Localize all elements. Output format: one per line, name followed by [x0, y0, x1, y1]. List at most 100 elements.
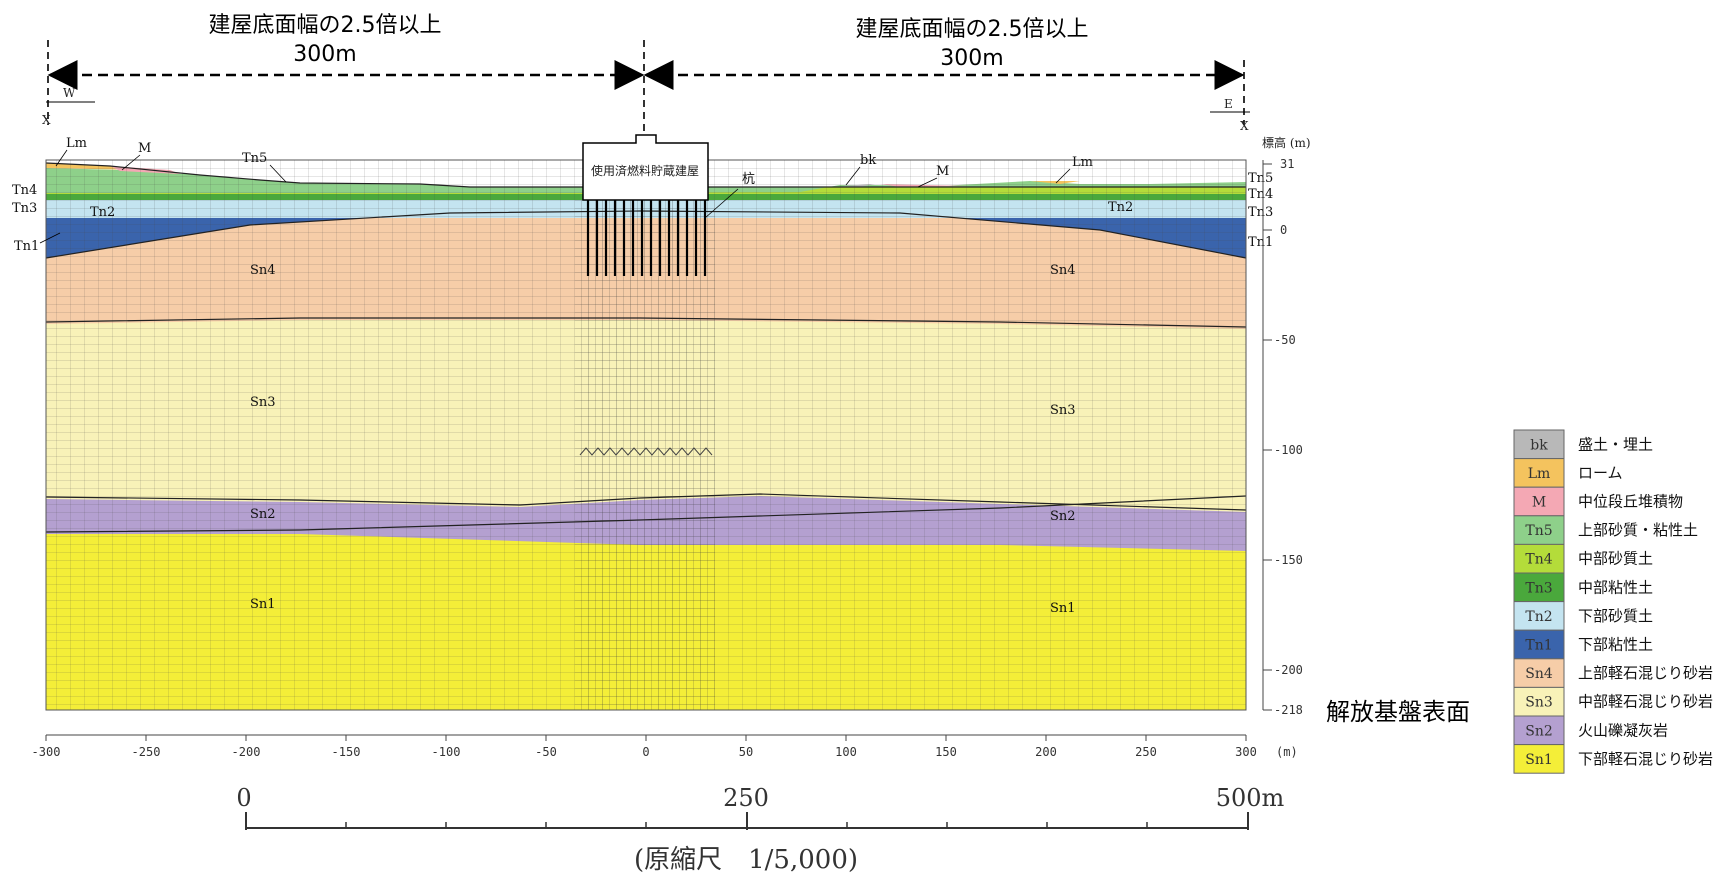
legend-code-lm: Lm: [1528, 466, 1551, 482]
legend-code-tn2: Tn2: [1525, 609, 1552, 625]
label-tn3-right: Tn3: [1248, 205, 1273, 220]
x-tick-100: 100: [835, 745, 857, 759]
elev-tick-m50: -50: [1274, 333, 1296, 347]
label-sn3-left: Sn3: [250, 395, 276, 410]
legend-code-m: M: [1532, 495, 1546, 511]
elevation-axis-title: 標高 (m): [1262, 135, 1311, 150]
elev-tick-31: 31: [1280, 157, 1294, 171]
left-side-labels: Tn4 Tn3 Tn2 Tn1: [12, 183, 115, 254]
legend-swatch-tn4: [1513, 543, 1565, 574]
surface-labels: Lm M Tn5 bk M Lm: [55, 136, 1093, 188]
legend-swatch-tn1: [1513, 629, 1565, 660]
label-tn4-right: Tn4: [1248, 187, 1273, 202]
legend-name-sn2: 火山礫凝灰岩: [1578, 721, 1668, 739]
legend-code-tn1: Tn1: [1525, 638, 1552, 654]
legend-name-lm: ローム: [1578, 464, 1623, 482]
legend-swatch-sn1: [1513, 744, 1565, 774]
scale-zero: 0: [236, 784, 251, 812]
scale-end: 500m: [1216, 784, 1285, 812]
legend-code-sn2: Sn2: [1525, 723, 1553, 739]
label-tn2-left: Tn2: [90, 205, 115, 220]
elev-tick-m150: -150: [1274, 553, 1303, 567]
left-width-distance: 300m: [293, 42, 356, 67]
legend-code-sn3: Sn3: [1525, 695, 1553, 711]
legend-code-tn5: Tn5: [1525, 523, 1552, 539]
fe-mesh-dense: [575, 200, 715, 710]
x-tick-m300: -300: [32, 745, 61, 759]
fuel-storage-building: [582, 134, 709, 201]
label-sn2-right: Sn2: [1050, 509, 1076, 524]
x-axis-unit: (m): [1276, 745, 1298, 759]
legend-name-tn5: 上部砂質・粘性土: [1578, 521, 1698, 539]
basement-surface-label: 解放基盤表面: [1326, 698, 1470, 726]
right-width-title: 建屋底面幅の2.5倍以上: [856, 17, 1089, 42]
elev-tick-m218: -218: [1274, 703, 1303, 717]
x-tick-50: 50: [739, 745, 753, 759]
scale-mid: 250: [723, 784, 769, 812]
pile-tips: [579, 447, 713, 456]
legend-name-tn1: 下部粘性土: [1578, 636, 1653, 654]
label-sn3-right: Sn3: [1050, 403, 1076, 418]
west-marker: W: [63, 86, 76, 100]
legend-swatch-tn3: [1513, 572, 1565, 603]
label-m-left: M: [138, 141, 151, 156]
label-tn1-right: Tn1: [1248, 235, 1273, 250]
label-sn2-left: Sn2: [250, 507, 276, 522]
legend: bk 盛土・埋土 Lm ローム M 中位段丘堆積物 Tn5 上部砂質・粘性土 Tn4 中部砂質土 T…: [1513, 429, 1713, 774]
label-lm-left: Lm: [66, 136, 87, 151]
label-sn4-right: Sn4: [1050, 263, 1076, 278]
x-marker-right: X: [1240, 119, 1249, 133]
legend-swatch-bk: [1513, 429, 1565, 460]
legend-name-tn3: 中部粘性土: [1578, 578, 1653, 596]
x-tick-150: 150: [935, 745, 957, 759]
label-tn1-left: Tn1: [14, 239, 39, 254]
elevation-axis: 標高 (m) 31 0 -50 -100 -150 -200 -218: [1262, 135, 1311, 717]
right-width-distance: 300m: [940, 46, 1003, 71]
legend-name-sn1: 下部軽石混じり砂岩: [1578, 750, 1713, 768]
elev-tick-0: 0: [1280, 223, 1287, 237]
legend-name-sn3: 中部軽石混じり砂岩: [1578, 693, 1713, 711]
legend-name-bk: 盛土・埋土: [1578, 435, 1653, 453]
legend-swatch-sn3: [1513, 686, 1565, 717]
legend-swatch-sn2: [1513, 715, 1565, 746]
x-tick-m100: -100: [432, 745, 461, 759]
label-m-right: M: [936, 164, 949, 179]
legend-swatch-tn5: [1513, 515, 1565, 545]
elev-tick-m100: -100: [1274, 443, 1303, 457]
east-marker: E: [1224, 97, 1233, 111]
legend-code-tn3: Tn3: [1525, 580, 1552, 596]
left-width-title: 建屋底面幅の2.5倍以上: [209, 13, 442, 38]
legend-code-sn1: Sn1: [1525, 752, 1553, 768]
label-sn1-left: Sn1: [250, 597, 276, 612]
legend-code-tn4: Tn4: [1525, 552, 1552, 568]
x-tick-m250: -250: [132, 745, 161, 759]
pile-label: 杭: [742, 172, 755, 187]
horizontal-axis: -300 -250 -200 -150 -100 -50 0 50 100 15…: [32, 734, 1298, 759]
right-side-labels: Tn5 Tn4 Tn3 Tn2 Tn1: [1108, 171, 1273, 250]
x-tick-m150: -150: [332, 745, 361, 759]
layer-boundaries: [45, 162, 1247, 533]
legend-swatch-m: [1513, 486, 1565, 517]
legend-name-tn2: 下部砂質土: [1578, 607, 1653, 625]
building-label: 使用済燃料貯蔵建屋: [591, 163, 699, 178]
label-tn5-top: Tn5: [242, 151, 267, 166]
piles: [586, 200, 707, 276]
label-tn2-right: Tn2: [1108, 200, 1133, 215]
x-tick-0: 0: [642, 745, 649, 759]
x-tick-m50: -50: [535, 745, 557, 759]
x-tick-200: 200: [1035, 745, 1057, 759]
label-bk: bk: [860, 153, 876, 168]
scale-bar: 0 250 500m (原縮尺 1/5,000): [236, 784, 1284, 875]
elev-tick-m200: -200: [1274, 663, 1303, 677]
legend-code-sn4: Sn4: [1525, 666, 1553, 682]
label-sn1-right: Sn1: [1050, 601, 1076, 616]
legend-code-bk: bk: [1530, 437, 1548, 453]
scale-note: (原縮尺 1/5,000): [634, 845, 858, 875]
label-tn5-right: Tn5: [1248, 171, 1273, 186]
x-tick-m200: -200: [232, 745, 261, 759]
label-tn3-left: Tn3: [12, 201, 37, 216]
x-tick-250: 250: [1135, 745, 1157, 759]
label-tn4-left: Tn4: [12, 183, 37, 198]
label-sn4-left: Sn4: [250, 263, 276, 278]
